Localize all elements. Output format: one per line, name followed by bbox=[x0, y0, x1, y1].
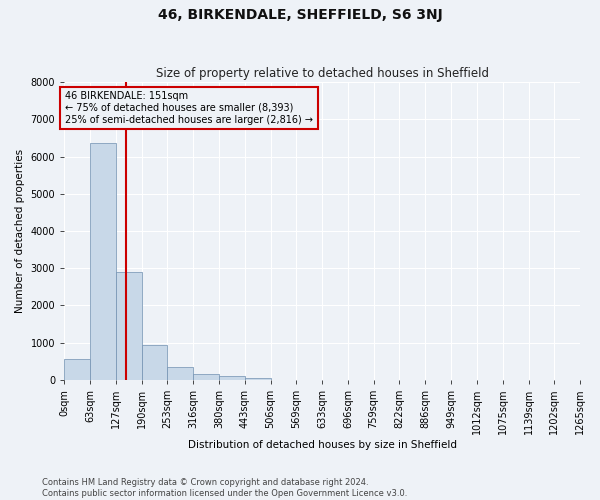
Bar bbox=[116, 272, 142, 380]
Bar bbox=[167, 368, 193, 380]
Y-axis label: Number of detached properties: Number of detached properties bbox=[15, 149, 25, 313]
Text: Contains HM Land Registry data © Crown copyright and database right 2024.
Contai: Contains HM Land Registry data © Crown c… bbox=[42, 478, 407, 498]
Bar bbox=[142, 344, 167, 380]
Text: 46 BIRKENDALE: 151sqm
← 75% of detached houses are smaller (8,393)
25% of semi-d: 46 BIRKENDALE: 151sqm ← 75% of detached … bbox=[65, 92, 313, 124]
Bar bbox=[245, 378, 271, 380]
Title: Size of property relative to detached houses in Sheffield: Size of property relative to detached ho… bbox=[155, 66, 488, 80]
Bar bbox=[219, 376, 245, 380]
Bar bbox=[193, 374, 219, 380]
X-axis label: Distribution of detached houses by size in Sheffield: Distribution of detached houses by size … bbox=[188, 440, 457, 450]
Bar bbox=[90, 144, 116, 380]
Bar bbox=[64, 360, 90, 380]
Text: 46, BIRKENDALE, SHEFFIELD, S6 3NJ: 46, BIRKENDALE, SHEFFIELD, S6 3NJ bbox=[158, 8, 442, 22]
